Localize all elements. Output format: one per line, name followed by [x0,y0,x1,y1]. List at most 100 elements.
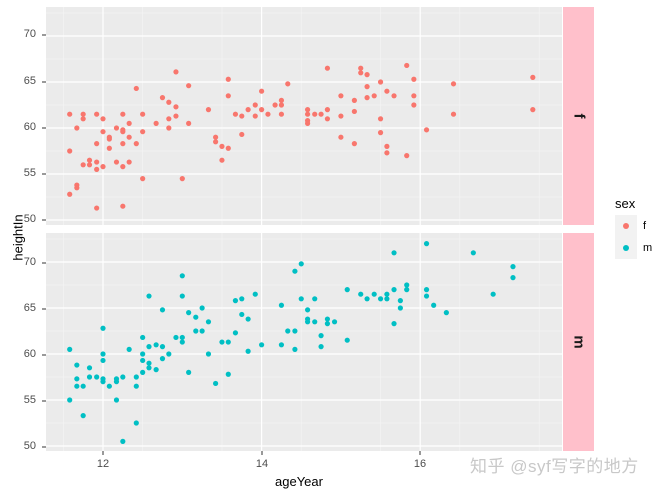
data-point [292,328,298,334]
data-point [344,337,350,343]
data-point [384,88,390,94]
data-point [67,397,73,403]
point-icon [623,245,629,251]
data-point [113,379,120,385]
data-point [140,176,146,182]
y-axis-title: heightIn [10,214,26,261]
data-point [140,334,146,341]
data-point [213,380,219,387]
data-point [450,81,457,87]
data-point [304,111,311,117]
data-point [358,65,364,71]
data-point [245,107,251,113]
data-point [278,342,285,348]
data-point [338,93,344,99]
data-point [113,159,120,165]
data-point [140,351,146,357]
data-point [285,328,291,334]
data-point [186,83,192,89]
y-tick-label: 70 [23,256,36,268]
data-point [74,125,80,131]
data-point [232,298,239,304]
data-point [74,376,80,382]
data-point [371,93,377,99]
data-point [391,321,397,327]
legend-item-m: m [615,237,652,259]
y-tick-label: 55 [23,167,36,179]
data-point [423,241,430,247]
data-point [259,107,265,113]
data-point [239,131,245,138]
data-point [252,102,258,108]
data-point [100,351,106,357]
data-point [94,374,100,380]
data-point [153,367,159,373]
data-point [94,166,100,172]
data-point [312,319,318,325]
data-point [166,116,172,122]
data-point [126,134,132,140]
data-point [86,374,93,380]
data-point [324,116,331,122]
data-point [318,344,324,350]
data-point [364,296,370,302]
data-point [80,413,86,419]
data-point [404,62,410,69]
data-point [179,293,185,299]
data-point [126,120,132,126]
data-point [364,95,370,101]
data-point [364,72,370,78]
data-point [140,129,146,135]
data-point [100,129,106,135]
data-point [298,261,304,267]
data-point [186,310,192,316]
data-point [159,307,166,313]
data-point [213,134,219,140]
facet-panel-f [46,7,562,225]
data-point [166,99,172,105]
data-point [450,111,457,117]
data-point [371,291,377,297]
data-point [397,305,403,311]
data-point [344,287,350,293]
x-tick-label: 16 [413,458,427,470]
y-tick-label: 50 [23,213,36,225]
data-point [179,176,185,182]
data-point [113,125,120,131]
data-point [384,291,390,297]
data-point [304,120,311,126]
data-point [213,139,219,145]
data-point [199,305,205,311]
data-point [205,319,212,325]
data-point [219,157,225,163]
data-point [384,150,390,156]
data-point [100,116,106,122]
data-point [133,85,139,92]
data-point [431,302,437,308]
data-point [67,346,73,352]
data-point [126,346,132,352]
data-point [312,111,318,117]
data-point [304,319,311,325]
legend-key-m [615,237,637,259]
data-point [153,120,159,126]
data-point [259,88,265,94]
data-point [285,81,291,87]
data-point [179,339,185,345]
data-point [490,291,496,297]
data-point [292,268,298,274]
data-point [404,287,410,293]
data-point [404,282,410,288]
data-point [411,102,417,108]
data-point [239,296,245,302]
data-point [173,69,179,75]
y-tick-label: 55 [23,394,36,406]
data-point [232,111,239,117]
data-point [133,141,139,147]
data-point [67,191,73,197]
data-point [173,334,179,341]
data-point [391,250,397,256]
data-point [133,374,139,380]
data-point [153,342,159,348]
data-point [67,111,73,117]
